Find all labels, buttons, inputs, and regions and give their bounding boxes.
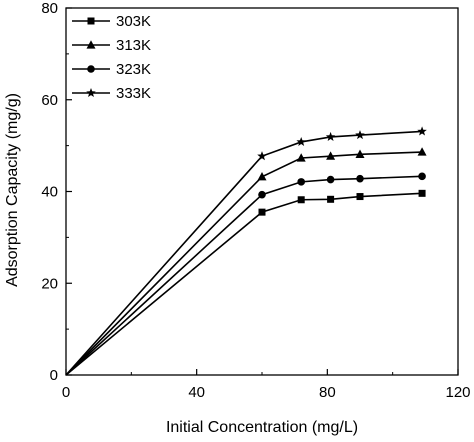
legend-label: 333K	[116, 85, 151, 102]
data-point-323K	[418, 172, 426, 181]
series-layer	[65, 126, 427, 376]
legend-marker	[87, 17, 95, 25]
data-point-333K	[296, 136, 306, 146]
data-point-333K	[355, 130, 365, 140]
data-point-333K	[325, 131, 336, 141]
series-303K	[65, 189, 426, 376]
series-line-313K	[65, 151, 423, 376]
legend-label: 313K	[116, 37, 151, 54]
data-point-303K	[327, 195, 335, 203]
data-point-303K	[356, 193, 364, 201]
y-tick-label: 0	[50, 367, 58, 384]
legend-marker	[86, 88, 96, 98]
data-point-303K	[418, 189, 426, 197]
data-point-313K	[355, 149, 365, 158]
x-tick-label: 0	[62, 384, 70, 401]
x-axis-title: Initial Concentration (mg/L)	[166, 419, 358, 436]
legend-item-333K: 333K	[72, 85, 151, 102]
data-point-303K	[297, 196, 305, 204]
data-point-333K	[257, 151, 267, 161]
data-point-313K	[296, 153, 306, 162]
data-point-323K	[356, 174, 364, 183]
data-point-313K	[417, 147, 427, 156]
legend-item-303K: 303K	[72, 13, 151, 30]
data-point-323K	[326, 175, 335, 184]
legend-item-313K: 313K	[72, 37, 151, 54]
y-tick-label: 20	[41, 275, 58, 292]
legend-marker	[87, 65, 95, 73]
data-point-323K	[297, 178, 306, 186]
y-axis-title: Adsorption Capacity (mg/g)	[4, 93, 21, 287]
series-line-323K	[65, 175, 423, 376]
x-tick-label: 40	[188, 384, 205, 401]
x-tick-label: 80	[319, 384, 336, 401]
y-tick-label: 40	[41, 184, 58, 201]
data-point-323K	[258, 190, 266, 199]
legend-label: 323K	[116, 61, 151, 78]
series-line-303K	[65, 192, 423, 376]
series-333K	[65, 126, 427, 376]
legend-item-323K: 323K	[72, 61, 151, 78]
axes-layer: 0 40 80 120 0 20 40 60 80	[41, 0, 470, 401]
y-tick-label: 60	[41, 92, 58, 109]
series-line-333K	[65, 130, 423, 376]
data-point-313K	[326, 151, 336, 160]
y-tick-label: 80	[41, 0, 58, 17]
x-tick-label: 120	[445, 384, 470, 401]
legend-label: 303K	[116, 13, 151, 30]
data-point-313K	[257, 172, 267, 181]
series-313K	[65, 147, 427, 376]
data-point-333K	[417, 126, 427, 136]
series-323K	[65, 172, 426, 376]
legend-marker	[86, 40, 96, 49]
legend: 303K 313K 323K 333K	[72, 13, 151, 102]
data-point-303K	[258, 208, 266, 216]
